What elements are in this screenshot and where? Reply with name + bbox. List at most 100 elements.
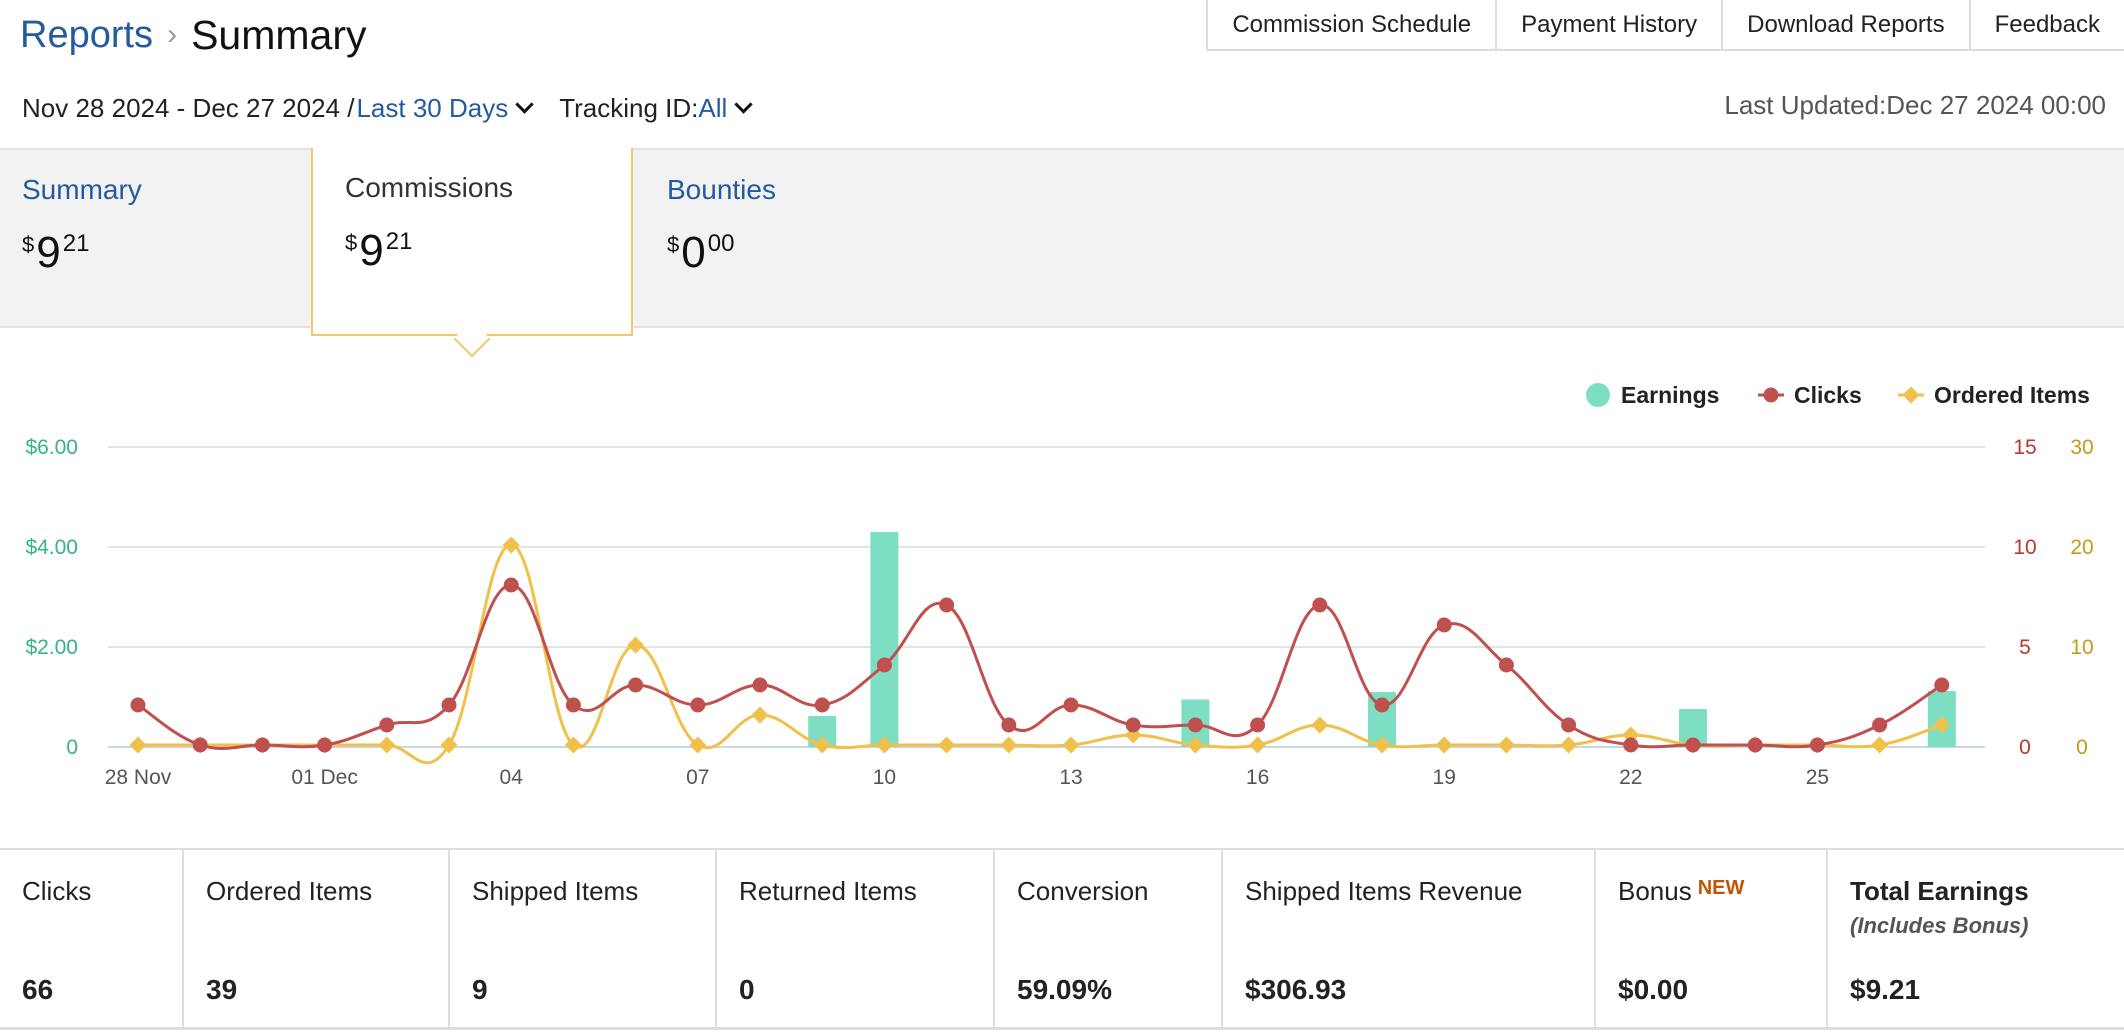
x-tick-label: 04 [500, 766, 524, 789]
new-badge: NEW [1697, 877, 1745, 899]
clicks-point [254, 737, 270, 753]
ordered-items-point [627, 636, 645, 654]
legend-earnings-marker [1586, 383, 1610, 407]
currency-symbol: $ [22, 232, 35, 257]
ordered-items-point [1933, 716, 1951, 734]
amount-cents: 21 [385, 228, 413, 255]
metric-value: 9 [472, 974, 488, 1005]
ordered-items-point [440, 736, 458, 754]
date-range-dropdown[interactable]: Last 30 Days [356, 92, 509, 123]
clicks-point [1001, 717, 1017, 733]
ordered-items-line [138, 543, 1943, 765]
clicks-point [1187, 717, 1203, 733]
amount-cents: 00 [707, 230, 735, 257]
commissions-amount: $ 9 21 [345, 226, 631, 276]
clicks-point [130, 697, 146, 713]
legend-ordered-label: Ordered Items [1934, 382, 2090, 408]
tab-download-reports[interactable]: Download Reports [1723, 0, 1971, 49]
summary-panel: Summary $ 9 21 Commissions $ 9 21 Bounti… [0, 148, 2124, 336]
chevron-down-icon[interactable] [515, 94, 534, 114]
metric-value: 39 [206, 974, 238, 1005]
legend-clicks-label: Clicks [1794, 382, 1862, 408]
ordered-items-point [689, 736, 707, 754]
clicks-point [1685, 737, 1701, 753]
legend-clicks-marker [1763, 387, 1779, 403]
clicks-point [1250, 717, 1266, 733]
bounties-amount: $ 0 00 [667, 228, 945, 278]
metrics-table: Clicks 66 Ordered Items 39 Shipped Items… [0, 848, 2124, 1030]
last-updated-text: Last Updated:Dec 27 2024 00:00 [1724, 90, 2106, 120]
breadcrumb-separator-icon: › [167, 18, 178, 51]
ordered-items-point [502, 536, 520, 554]
legend-ordered-marker [1902, 386, 1920, 404]
x-tick-label: 22 [1619, 766, 1642, 789]
ordered-items-point [1560, 736, 1578, 754]
metric-label: Returned Items [739, 876, 917, 906]
metric-label: Ordered Items [206, 876, 373, 906]
metric-label: Conversion [1017, 876, 1149, 906]
y-right-ordered-tick-label: 10 [2070, 636, 2093, 659]
x-tick-label: 19 [1433, 766, 1456, 789]
tracking-id-dropdown[interactable]: All [698, 92, 728, 123]
ordered-items-point [1000, 736, 1018, 754]
tab-feedback[interactable]: Feedback [1970, 0, 2124, 49]
breadcrumb-reports-link[interactable]: Reports [20, 13, 154, 56]
tracking-id-label: Tracking ID: [559, 92, 699, 123]
metric-value: 59.09% [1017, 974, 1112, 1005]
earnings-bar [870, 532, 899, 747]
clicks-point [1374, 697, 1390, 713]
clicks-point [1623, 737, 1639, 753]
clicks-point [565, 697, 581, 713]
clicks-point [876, 657, 892, 673]
x-tick-label: 16 [1246, 766, 1269, 789]
clicks-point [1747, 737, 1763, 753]
clicks-point [441, 697, 457, 713]
clicks-point [1436, 617, 1452, 633]
clicks-point [503, 577, 519, 593]
metric-value: 0 [739, 974, 755, 1005]
metric-value: $0.00 [1618, 974, 1689, 1005]
chevron-down-icon[interactable] [734, 94, 753, 114]
clicks-line [137, 583, 1943, 751]
ordered-items-point [875, 736, 893, 754]
metric-value: $306.93 [1245, 974, 1347, 1005]
clicks-point [192, 737, 208, 753]
y-right-clicks-tick-label: 10 [2013, 536, 2036, 559]
tab-commissions[interactable]: Commissions $ 9 21 [311, 148, 633, 336]
tab-commission-schedule[interactable]: Commission Schedule [1208, 0, 1498, 49]
ordered-items-point [1311, 716, 1329, 734]
y-left-tick-label: $2.00 [25, 636, 78, 659]
tab-bounties[interactable]: Bounties $ 0 00 [645, 150, 945, 326]
metric-total-earnings: Total Earnings (Includes Bonus) $9.21 [1828, 850, 2124, 1027]
clicks-point [814, 697, 830, 713]
metric-ordered-items: Ordered Items 39 [184, 850, 450, 1027]
tab-payment-history[interactable]: Payment History [1497, 0, 1724, 49]
ordered-items-point [1497, 736, 1515, 754]
clicks-point [317, 737, 333, 753]
ordered-items-point [1186, 736, 1204, 754]
currency-symbol: $ [345, 230, 358, 255]
tab-summary[interactable]: Summary $ 9 21 [0, 150, 310, 326]
metric-label: Clicks [22, 876, 92, 906]
ordered-items-point [1249, 736, 1267, 754]
metric-shipped-items: Shipped Items 9 [450, 850, 717, 1027]
clicks-point [939, 597, 955, 613]
x-tick-label: 25 [1806, 766, 1829, 789]
metric-value: 66 [22, 974, 54, 1005]
metric-conversion: Conversion 59.09% [995, 850, 1223, 1027]
metric-bonus: Bonus NEW $0.00 [1596, 850, 1828, 1027]
ordered-items-point [751, 706, 769, 724]
amount-cents: 21 [62, 230, 90, 257]
metric-value: $9.21 [1850, 974, 1921, 1005]
amount-whole: 0 [681, 228, 706, 277]
y-right-clicks-tick-label: 0 [2019, 736, 2031, 759]
clicks-point [690, 697, 706, 713]
y-left-tick-label: $4.00 [25, 536, 78, 559]
ordered-items-point [378, 736, 396, 754]
y-right-clicks-tick-label: 5 [2019, 636, 2031, 659]
x-tick-label: 28 Nov [105, 766, 172, 789]
clicks-point [379, 717, 395, 733]
clicks-point [1934, 677, 1950, 693]
y-left-tick-label: 0 [66, 736, 78, 759]
clicks-point [628, 677, 644, 693]
